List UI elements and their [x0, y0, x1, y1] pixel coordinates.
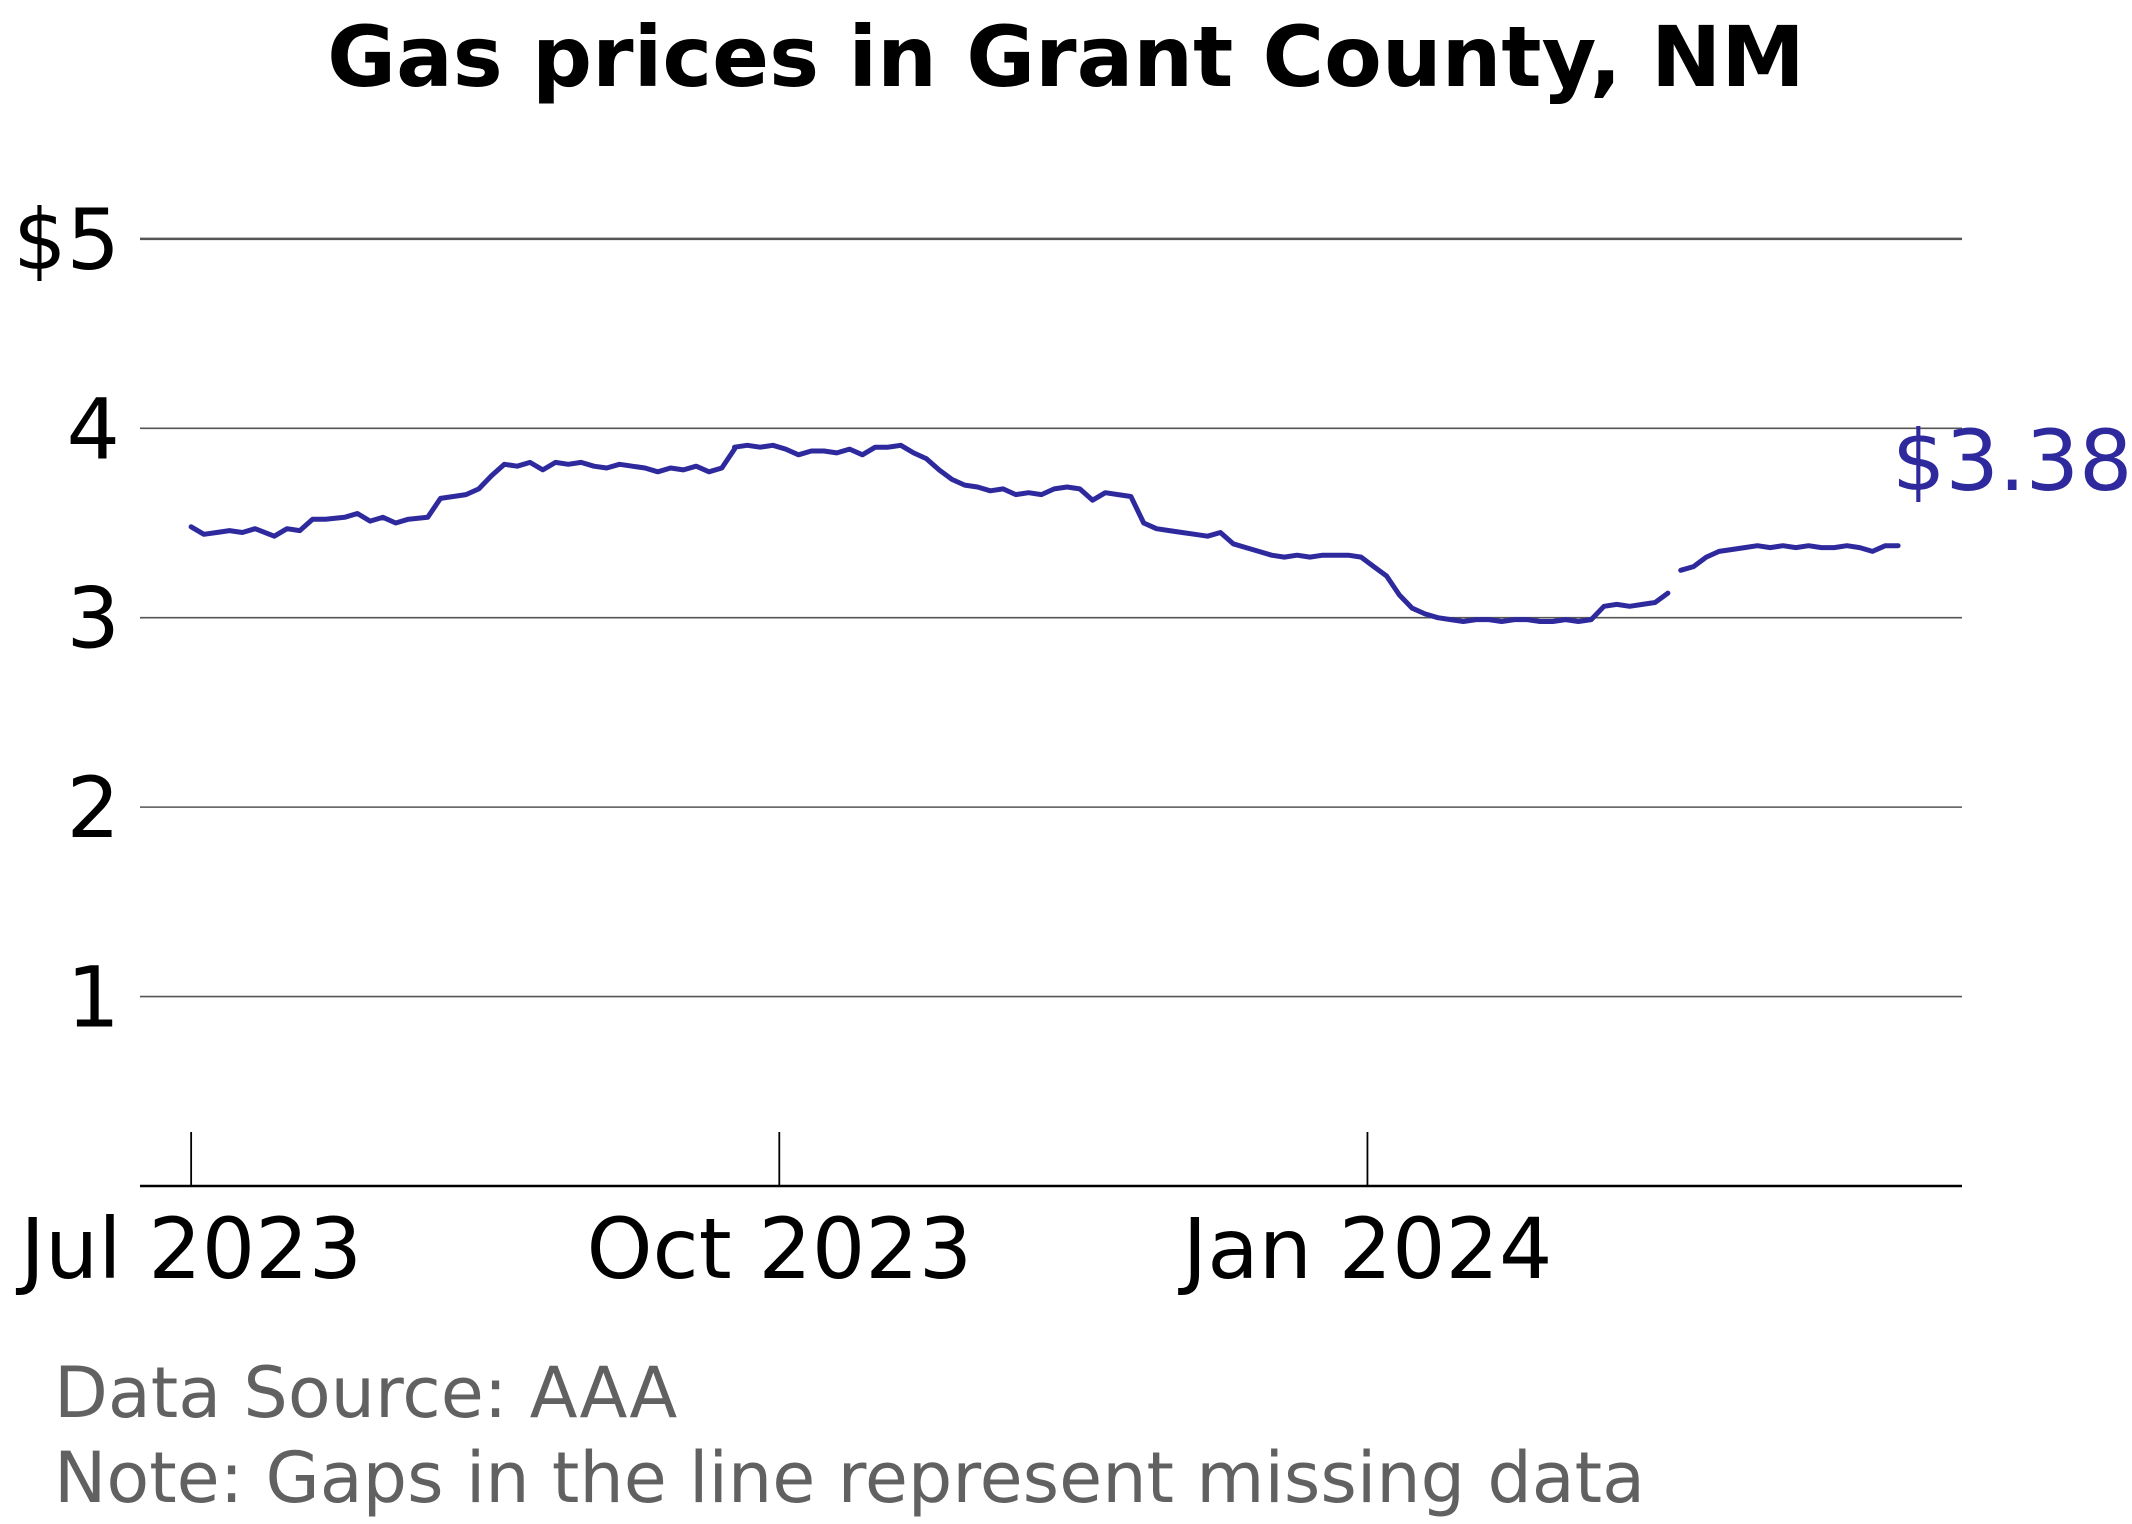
y-axis-ticks: 1 2 3 4 $5 — [13, 191, 120, 1047]
gridlines — [140, 237, 1962, 998]
data-source-note: Data Source: AAA — [54, 1352, 677, 1434]
y-tick-label: $5 — [13, 191, 120, 289]
y-tick-label: 2 — [67, 759, 120, 857]
y-tick-label: 1 — [67, 949, 120, 1047]
price-line-segment — [732, 442, 1671, 624]
x-axis: Jul 2023 Oct 2023 Jan 2024 — [15, 1132, 1962, 1298]
price-line-segment — [188, 446, 737, 539]
x-tick-label: Jan 2024 — [1177, 1200, 1552, 1298]
x-tick-label: Jul 2023 — [15, 1200, 362, 1298]
price-line-segment — [1678, 543, 1901, 573]
price-series — [188, 442, 1901, 624]
y-tick-label: 4 — [67, 380, 120, 478]
x-tick-label: Oct 2023 — [586, 1200, 972, 1298]
missing-data-note: Note: Gaps in the line represent missing… — [54, 1437, 1645, 1519]
latest-price-label: $3.38 — [1892, 412, 2132, 510]
y-tick-label: 3 — [67, 570, 120, 668]
chart-title: Gas prices in Grant County, NM — [327, 8, 1805, 106]
